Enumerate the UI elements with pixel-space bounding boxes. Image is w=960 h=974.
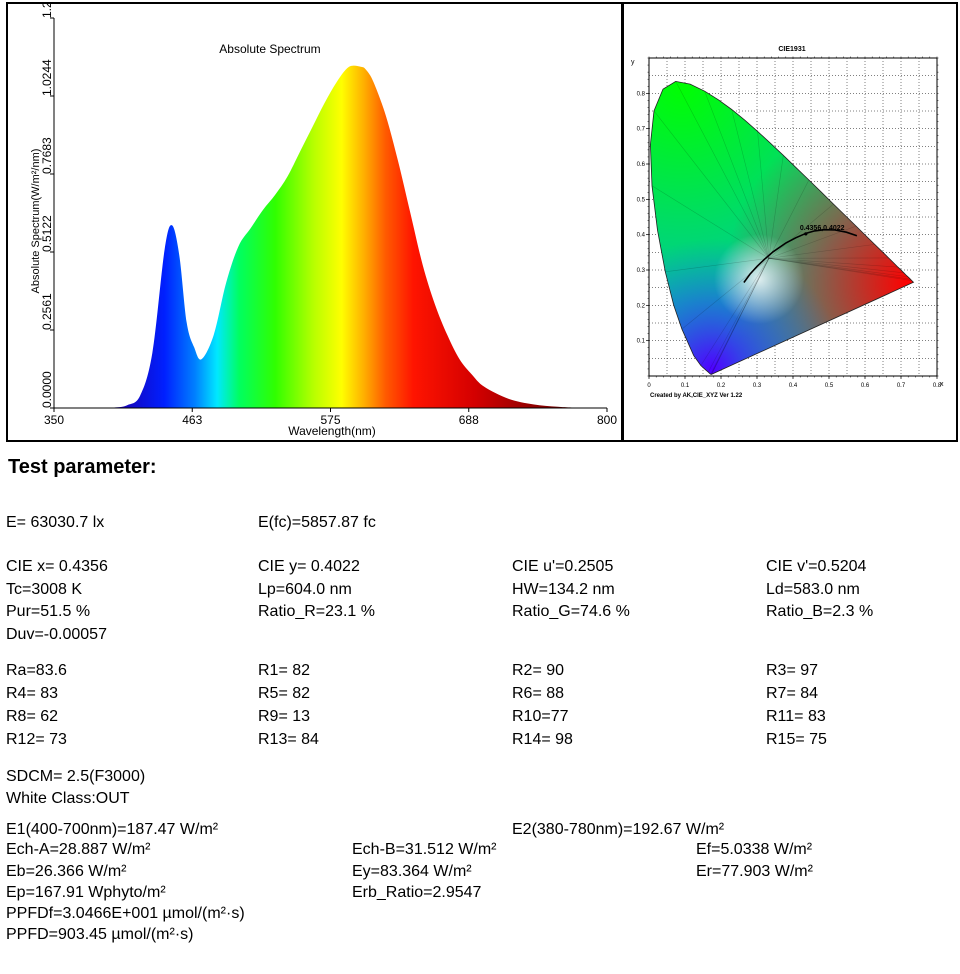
spectrum-area xyxy=(90,65,583,408)
r2-value: R2= 90 xyxy=(512,662,565,679)
cie-chart-panel: 0.4356,0.4022 0 0.1 0.2 0.3 0.4 0.5 0.6 0.7 0.8 … xyxy=(622,2,958,442)
ra-value: Ra=83.6 xyxy=(6,662,67,679)
cie-color-gamut xyxy=(650,81,914,375)
x-tick-label: 800 xyxy=(597,413,617,427)
r12-value: R12= 73 xyxy=(6,731,67,748)
chromaticity-point xyxy=(804,232,808,236)
spectrum-title: Absolute Spectrum xyxy=(219,42,320,56)
cie-y-tick-label: 0.8 xyxy=(637,91,646,97)
cie-u-value: CIE u'=0.2505 xyxy=(512,558,614,575)
ey-value: Ey=83.364 W/m² xyxy=(352,863,472,880)
y-tick-label: 0.2561 xyxy=(40,293,54,330)
cie-x-tick-label: 0.5 xyxy=(825,383,834,389)
cie-y-tick-label: 0.5 xyxy=(637,197,646,203)
ratio-g-value: Ratio_G=74.6 % xyxy=(512,603,630,620)
ef-value: Ef=5.0338 W/m² xyxy=(696,841,813,858)
er-value: Er=77.903 W/m² xyxy=(696,863,813,880)
spectrum-xlabel: Wavelength(nm) xyxy=(288,424,376,438)
y-tick-label: 0.7683 xyxy=(40,137,54,174)
y-tick-label: 0.0000 xyxy=(40,371,54,408)
hw-value: HW=134.2 nm xyxy=(512,581,615,598)
ppfd-value: PPFD=903.45 µmol/(m²·s) xyxy=(6,926,194,943)
white-class-value: White Class:OUT xyxy=(6,790,130,807)
x-tick-label: 688 xyxy=(459,413,479,427)
e2-value: E2(380-780nm)=192.67 W/m² xyxy=(512,821,725,838)
cie-title: CIE1931 xyxy=(778,46,805,53)
cie-footer: Created by AK,CIE_XYZ Ver 1.22 xyxy=(650,393,743,399)
ep-value: Ep=167.91 Wphyto/m² xyxy=(6,884,166,901)
cie-x-tick-label: 0 xyxy=(647,383,651,389)
duv-value: Duv=-0.00057 xyxy=(6,626,107,643)
r10-value: R10=77 xyxy=(512,708,569,725)
cie-y-tick-label: 0.3 xyxy=(637,268,646,274)
cie-x-ticks: 0 0.1 0.2 0.3 0.4 0.5 0.6 0.7 0.8 xyxy=(647,56,942,389)
spectrum-ylabel: Absolute Spectrum(W/m²/nm) xyxy=(30,149,42,294)
cie-x-tick-label: 0.6 xyxy=(861,383,870,389)
cie-y-axis-label: y xyxy=(631,59,635,66)
lp-value: Lp=604.0 nm xyxy=(258,581,352,598)
cie-v-value: CIE v'=0.5204 xyxy=(766,558,867,575)
eb-value: Eb=26.366 W/m² xyxy=(6,863,127,880)
ratio-b-value: Ratio_B=2.3 % xyxy=(766,603,874,620)
r4-value: R4= 83 xyxy=(6,685,59,702)
ppfdf-value: PPFDf=3.0466E+001 µmol/(m²·s) xyxy=(6,905,245,922)
x-tick-label: 350 xyxy=(44,413,64,427)
spectrum-chart-panel: 350 463 575 688 800 0.0000 0.2561 0.5122 0.7683… xyxy=(6,2,623,442)
r3-value: R3= 97 xyxy=(766,662,819,679)
ech-a-value: Ech-A=28.887 W/m² xyxy=(6,841,151,858)
y-tick-label: 1.2805 xyxy=(40,4,54,18)
cie-chart: 0.4356,0.4022 0 0.1 0.2 0.3 0.4 0.5 0.6 0.7 0.8 … xyxy=(631,46,944,399)
ratio-r-value: Ratio_R=23.1 % xyxy=(258,603,375,620)
cie-x-axis-label: x xyxy=(940,381,944,388)
cie-y-tick-label: 0.1 xyxy=(637,339,646,345)
r1-value: R1= 82 xyxy=(258,662,311,679)
chromaticity-point-label: 0.4356,0.4022 xyxy=(800,225,845,232)
cie-x-tick-label: 0.7 xyxy=(897,383,906,389)
r15-value: R15= 75 xyxy=(766,731,827,748)
tc-value: Tc=3008 K xyxy=(6,581,83,598)
r8-value: R8= 62 xyxy=(6,708,59,725)
y-tick-label: 1.0244 xyxy=(40,59,54,96)
cie-x-tick-label: 0.3 xyxy=(753,383,762,389)
r11-value: R11= 83 xyxy=(766,708,826,725)
illuminance-lx: E= 63030.7 lx xyxy=(6,514,105,531)
x-tick-label: 575 xyxy=(320,413,340,427)
cie-y-value: CIE y= 0.4022 xyxy=(258,558,360,575)
planckian-locus xyxy=(743,228,858,283)
e1-value: E1(400-700nm)=187.47 W/m² xyxy=(6,821,219,838)
r14-value: R14= 98 xyxy=(512,731,573,748)
pur-value: Pur=51.5 % xyxy=(6,603,91,620)
cie-y-tick-label: 0.7 xyxy=(637,127,646,133)
test-parameter-heading: Test parameter: xyxy=(8,456,157,478)
cie-y-tick-label: 0.4 xyxy=(637,233,646,239)
y-ticks: 0.0000 0.2561 0.5122 0.7683 1.0244 1.2805 xyxy=(40,4,54,409)
ld-value: Ld=583.0 nm xyxy=(766,581,860,598)
cie-y-tick-label: 0.6 xyxy=(637,162,646,168)
r5-value: R5= 82 xyxy=(258,685,311,702)
spectral-locus xyxy=(649,80,915,375)
erb-ratio-value: Erb_Ratio=2.9547 xyxy=(352,884,482,901)
r6-value: R6= 88 xyxy=(512,685,565,702)
cie-x-tick-label: 0.4 xyxy=(789,383,798,389)
spectrum-chart: 350 463 575 688 800 0.0000 0.2561 0.5122 0.7683… xyxy=(30,4,617,438)
cie-x-value: CIE x= 0.4356 xyxy=(6,558,108,575)
r7-value: R7= 84 xyxy=(766,685,819,702)
r9-value: R9= 13 xyxy=(258,708,311,725)
cie-x-tick-label: 0.2 xyxy=(717,383,726,389)
cie-y-tick-label: 0.2 xyxy=(637,303,646,309)
r13-value: R13= 84 xyxy=(258,731,319,748)
y-tick-label: 0.5122 xyxy=(40,215,54,252)
ech-b-value: Ech-B=31.512 W/m² xyxy=(352,841,497,858)
cie-x-tick-label: 0.8 xyxy=(933,383,942,389)
x-ticks: 350 463 575 688 800 xyxy=(44,408,617,427)
illuminance-fc: E(fc)=5857.87 fc xyxy=(258,514,376,531)
cie-y-ticks: 0.1 0.2 0.3 0.4 0.5 0.6 0.7 0.8 xyxy=(637,57,939,377)
x-tick-label: 463 xyxy=(182,413,202,427)
sdcm-value: SDCM= 2.5(F3000) xyxy=(6,768,146,785)
cie-x-tick-label: 0.1 xyxy=(681,383,690,389)
